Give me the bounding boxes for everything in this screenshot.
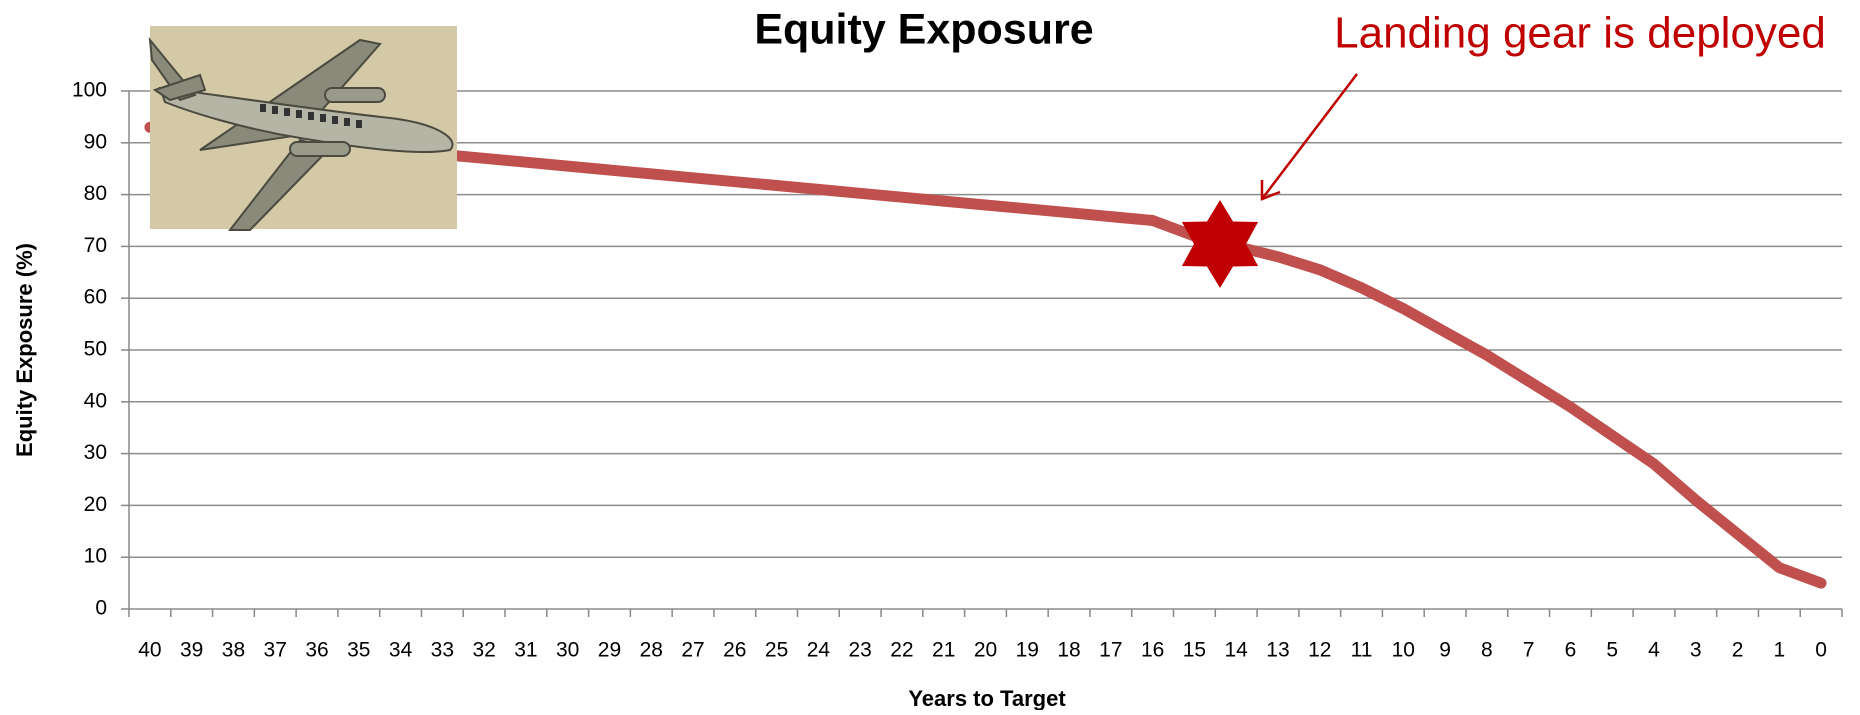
- x-tick-label: 40: [138, 639, 161, 662]
- x-tick-label: 24: [807, 639, 831, 662]
- y-tick-label: 20: [84, 493, 107, 516]
- x-tick-label: 5: [1606, 639, 1618, 662]
- x-tick-label: 18: [1057, 639, 1080, 662]
- x-axis-title: Years to Target: [908, 686, 1066, 710]
- x-tick-label: 26: [723, 639, 746, 662]
- x-tick-label: 9: [1439, 639, 1451, 662]
- annotation-arrow: [1262, 74, 1357, 199]
- x-tick-label: 0: [1815, 639, 1827, 662]
- x-tick-label: 6: [1565, 639, 1577, 662]
- y-tick-label: 30: [84, 441, 107, 464]
- x-tick-label: 2: [1732, 639, 1744, 662]
- annotation: Landing gear is deployed: [1334, 9, 1826, 58]
- x-tick-label: 14: [1225, 639, 1249, 662]
- x-tick-label: 7: [1523, 639, 1535, 662]
- y-tick-label: 70: [84, 234, 107, 257]
- x-tick-label: 21: [932, 639, 955, 662]
- x-tick-label: 29: [598, 639, 621, 662]
- y-tick-label: 80: [84, 182, 107, 205]
- x-tick-label: 27: [681, 639, 704, 662]
- x-tick-label: 4: [1648, 639, 1660, 662]
- x-tick-label: 39: [180, 639, 203, 662]
- x-tick-label: 36: [305, 639, 328, 662]
- x-tick-label: 22: [890, 639, 913, 662]
- x-tick-label: 8: [1481, 639, 1493, 662]
- x-tick-label: 38: [222, 639, 245, 662]
- x-tick-label: 15: [1183, 639, 1206, 662]
- x-tick-label: 17: [1099, 639, 1122, 662]
- y-tick-label: 40: [84, 389, 107, 412]
- x-tick-label: 37: [264, 639, 287, 662]
- chart: 0102030405060708090100403938373635343332…: [0, 0, 1860, 710]
- airplane-image: [150, 26, 457, 230]
- y-tick-label: 60: [84, 286, 107, 309]
- x-tick-label: 30: [556, 639, 579, 662]
- x-tick-label: 34: [389, 639, 413, 662]
- x-tick-label: 31: [514, 639, 537, 662]
- y-axis-title: Equity Exposure (%): [12, 243, 37, 457]
- chart-title: Equity Exposure: [754, 5, 1093, 53]
- y-tick-label: 90: [84, 130, 107, 153]
- y-tick-label: 0: [95, 597, 107, 620]
- x-tick-label: 28: [640, 639, 663, 662]
- x-tick-label: 25: [765, 639, 788, 662]
- x-tick-label: 1: [1773, 639, 1785, 662]
- x-tick-label: 32: [472, 639, 495, 662]
- y-tick-label: 100: [72, 79, 107, 102]
- x-tick-label: 20: [974, 639, 997, 662]
- x-tick-label: 11: [1351, 639, 1373, 662]
- x-tick-label: 16: [1141, 639, 1164, 662]
- x-tick-label: 35: [347, 639, 370, 662]
- x-tick-label: 23: [848, 639, 871, 662]
- y-tick-label: 10: [84, 545, 107, 568]
- x-tick-label: 3: [1690, 639, 1702, 662]
- x-tick-label: 10: [1392, 639, 1415, 662]
- x-tick-label: 33: [431, 639, 454, 662]
- x-tick-label: 13: [1266, 639, 1289, 662]
- y-tick-label: 50: [84, 338, 107, 361]
- x-tick-label: 19: [1016, 639, 1039, 662]
- x-tick-label: 12: [1308, 639, 1331, 662]
